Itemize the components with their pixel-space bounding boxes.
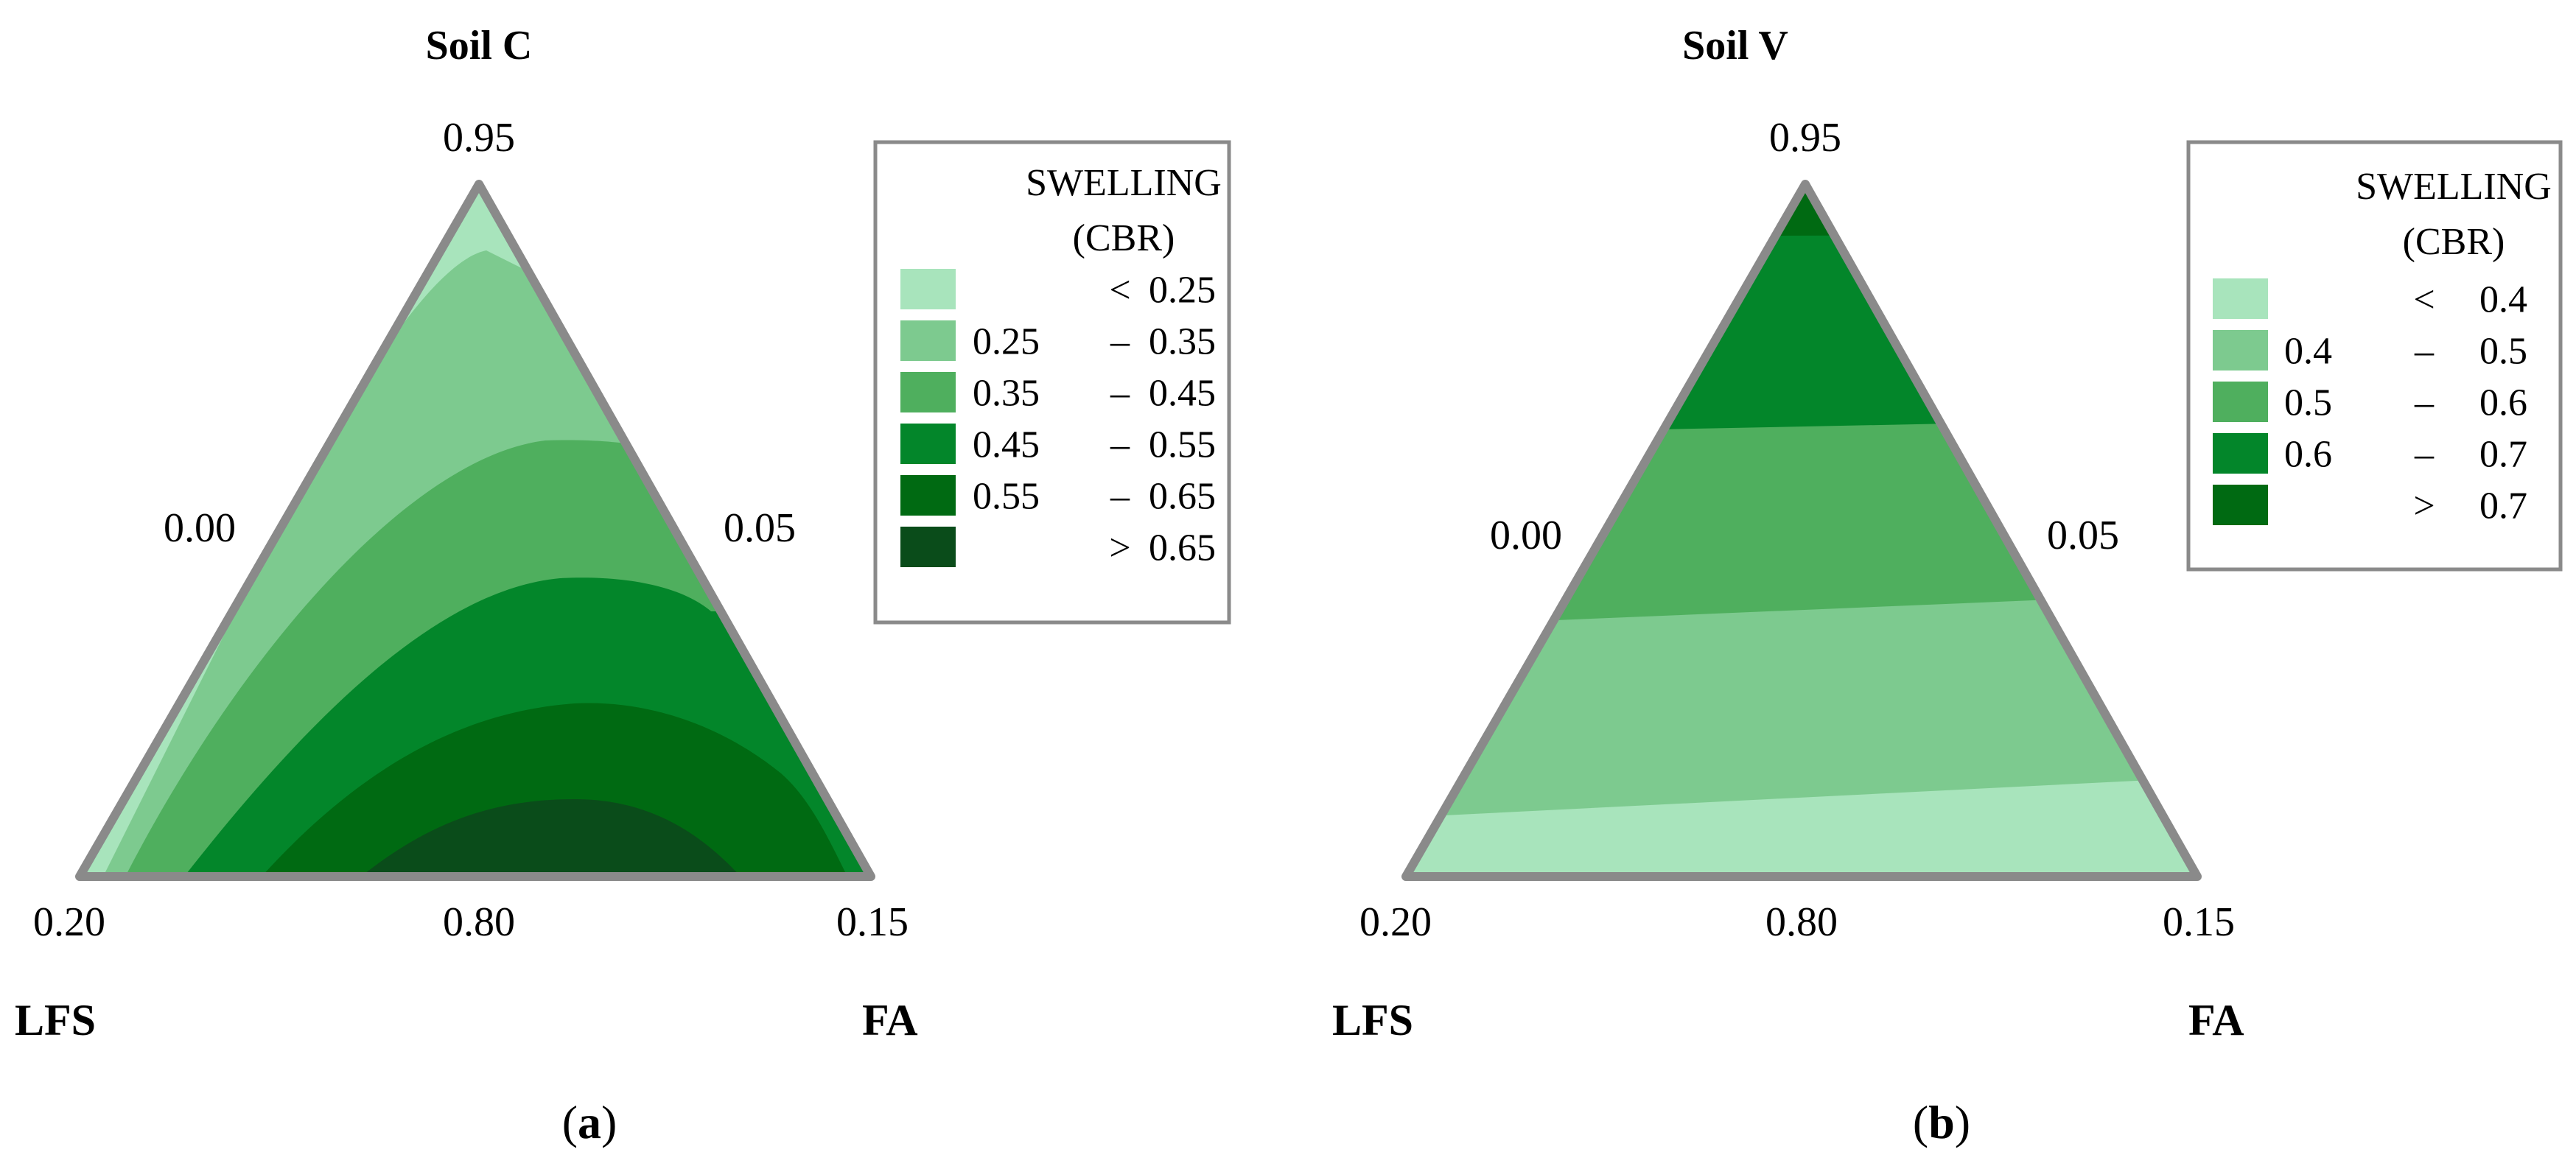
bottom-edge-label: 0.80 <box>443 899 515 945</box>
fa-component-label: FA <box>862 996 918 1044</box>
legend-swatch <box>900 527 956 567</box>
legend-swatch <box>2213 382 2268 422</box>
panel-a: Soil C 0.95 0.20 0.15 0.00 0.05 0.80 LFS… <box>15 23 1231 1148</box>
panel-b: Soil V 0.95 0.20 0.15 0.00 0.05 0.80 LFS… <box>1332 23 2563 1148</box>
legend: SWELLING (CBR) <0.250.25–0.350.35–0.450.… <box>873 140 1231 625</box>
legend-row: 0.5 – 0.6 <box>2213 382 2527 424</box>
ternary-triangle-border <box>75 180 875 881</box>
legend-high-value: 0.65 <box>1149 476 1216 518</box>
legend-high-value: 0.45 <box>1149 373 1216 415</box>
chart-title: Soil C <box>426 23 533 69</box>
legend-rows: <0.40.4–0.50.5–0.60.6–0.7> 0.7 <box>2213 278 2527 527</box>
legend-swatch <box>2213 433 2268 474</box>
left-vertex-label: 0.20 <box>33 899 105 945</box>
legend-swatch <box>900 320 956 361</box>
lfs-component-label: LFS <box>15 996 96 1044</box>
right-vertex-label: 0.15 <box>836 899 909 945</box>
legend-high-value: 0.4 <box>2479 279 2527 321</box>
legend-low-value: 0.35 <box>973 373 1040 415</box>
legend-operator: < <box>2413 279 2435 321</box>
legend-low-value: 0.5 <box>2284 382 2332 424</box>
legend-swatch <box>2213 330 2268 370</box>
legend-low-value: 0.55 <box>973 476 1040 518</box>
legend-operator: – <box>2414 331 2435 373</box>
legend-row: 0.6 – 0.7 <box>2213 433 2527 476</box>
legend-low-value: 0.45 <box>973 424 1040 466</box>
legend-high-value: 0.7 <box>2479 434 2527 476</box>
legend-row: <0.4 <box>2213 278 2527 321</box>
legend-row: >0.7 <box>2213 485 2527 527</box>
ternary-triangle-border <box>1401 180 2202 881</box>
legend-swatch <box>900 424 956 464</box>
panel-caption-letter: a <box>578 1096 601 1148</box>
legend-swatch <box>900 269 956 309</box>
legend-operator: < <box>1109 270 1130 312</box>
legend-row: 0.45 –0.55 <box>900 424 1216 466</box>
legend-row: >0.65 <box>900 527 1216 569</box>
legend-subtitle: (CBR) <box>2403 221 2505 263</box>
legend-high-value: 0.5 <box>2479 331 2527 373</box>
legend-low-value: 0.4 <box>2284 331 2332 373</box>
top-vertex-label: 0.95 <box>1769 115 1841 161</box>
contour-region-gt-0.65 <box>361 799 741 877</box>
legend-operator: – <box>1110 373 1130 415</box>
fa-component-label: FA <box>2188 996 2244 1044</box>
legend-high-value: 0.7 <box>2479 485 2527 527</box>
top-vertex-label: 0.95 <box>443 115 515 161</box>
panel-caption-letter: b <box>1928 1096 1955 1148</box>
legend-operator: > <box>1109 527 1130 569</box>
legend-row: <0.25 <box>900 269 1216 312</box>
left-edge-label: 0.00 <box>1490 513 1562 558</box>
legend-high-value: 0.55 <box>1149 424 1216 466</box>
legend-title: SWELLING <box>2356 166 2552 208</box>
left-vertex-label: 0.20 <box>1359 899 1432 945</box>
legend-row: 0.35 –0.45 <box>900 372 1216 415</box>
legend-subtitle: (CBR) <box>1073 217 1175 259</box>
legend-high-value: 0.65 <box>1149 527 1216 569</box>
bottom-edge-label: 0.80 <box>1765 899 1838 945</box>
legend-swatch <box>900 372 956 412</box>
panel-caption: (b) <box>1913 1096 1970 1148</box>
right-vertex-label: 0.15 <box>2163 899 2235 945</box>
contour-region-0.55-0.65 <box>262 703 847 877</box>
lfs-component-label: LFS <box>1332 996 1413 1044</box>
legend-operator: – <box>2414 434 2435 476</box>
chart-title: Soil V <box>1682 23 1788 69</box>
legend-row: 0.25 –0.35 <box>900 320 1216 363</box>
legend-low-value: 0.6 <box>2284 434 2332 476</box>
legend-low-value: 0.25 <box>973 321 1040 363</box>
legend-swatch <box>2213 485 2268 525</box>
legend-operator: – <box>1110 321 1130 363</box>
legend-swatch <box>900 475 956 516</box>
legend-operator: > <box>2413 485 2435 527</box>
legend: SWELLING (CBR) <0.40.4–0.50.5–0.60.6–0.7… <box>2186 140 2563 572</box>
legend-title: SWELLING <box>1026 162 1222 204</box>
panel-caption: (a) <box>562 1096 617 1148</box>
legend-operator: – <box>1110 424 1130 466</box>
right-edge-label: 0.05 <box>2047 513 2119 558</box>
legend-high-value: 0.35 <box>1149 321 1216 363</box>
legend-operator: – <box>1110 476 1130 518</box>
legend-row: 0.55 –0.65 <box>900 475 1216 518</box>
legend-high-value: 0.25 <box>1149 270 1216 312</box>
legend-row: 0.4 – 0.5 <box>2213 330 2527 373</box>
legend-rows: <0.250.25–0.350.35–0.450.45–0.550.55–0.6… <box>900 269 1216 569</box>
right-edge-label: 0.05 <box>724 505 796 551</box>
left-edge-label: 0.00 <box>164 505 236 551</box>
legend-swatch <box>2213 278 2268 319</box>
legend-operator: – <box>2414 382 2435 424</box>
legend-high-value: 0.6 <box>2479 382 2527 424</box>
